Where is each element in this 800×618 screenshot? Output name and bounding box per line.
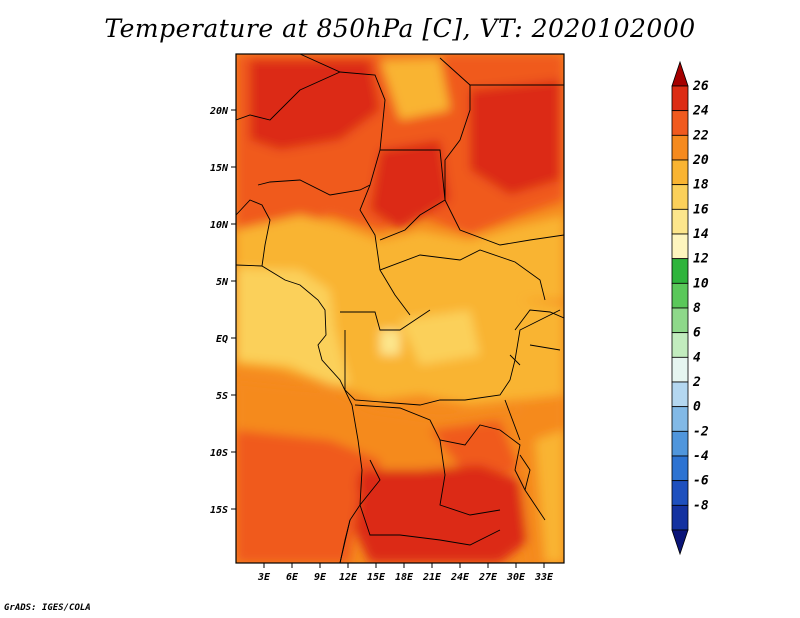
colorbar-label: 8 [693, 301, 701, 316]
lon-label: 21E [422, 572, 442, 583]
colorbar-label: 16 [693, 202, 709, 217]
colorbar-label: 24 [692, 104, 709, 119]
colorbar-segment [671, 184, 689, 210]
colorbar-segment [671, 480, 689, 506]
map-frame [235, 53, 565, 564]
lat-label: 10N [210, 220, 229, 231]
colorbar-segment [671, 282, 689, 309]
lon-label: 6E [286, 572, 299, 583]
colorbar-label: 0 [693, 400, 701, 415]
longitude-labels: 3E 6E 9E 12E 15E 18E 21E 24E 27E 30E 33E [257, 572, 554, 583]
lon-label: 30E [506, 572, 526, 583]
colorbar-segment [671, 307, 689, 334]
colorbar-segment [671, 85, 689, 112]
lat-label: 5N [216, 277, 229, 288]
colorbar-label: -4 [693, 449, 709, 464]
colorbar-label: 14 [693, 227, 709, 242]
colorbar-segment [671, 504, 689, 531]
map-title: Temperature at 850hPa [C], VT: 202010200… [104, 14, 696, 43]
lon-label: 24E [450, 572, 470, 583]
colorbar-segment [671, 332, 689, 358]
lon-label: 18E [395, 572, 414, 583]
colorbar-segment [671, 455, 689, 482]
lon-label: 12E [339, 572, 358, 583]
country-borders [236, 54, 564, 563]
lat-label: 20N [209, 106, 229, 117]
colorbar-segment [671, 134, 689, 161]
lon-label: 33E [534, 572, 554, 583]
colorbar-label: 10 [693, 276, 709, 291]
colorbar-segment [671, 233, 689, 260]
colorbar-label: 12 [693, 252, 709, 267]
colorbar-label: 6 [693, 326, 701, 341]
colorbar-segment [671, 110, 689, 136]
colorbar-min-arrow [671, 529, 689, 556]
credit-text: GrADS: IGES/COLA [4, 603, 91, 613]
colorbar-segment [671, 356, 689, 383]
lon-label: 9E [314, 572, 327, 583]
colorbar-label: 20 [692, 153, 709, 168]
colorbar-label: -8 [693, 498, 709, 513]
colorbar-max-arrow [671, 60, 689, 87]
colorbar-label: -6 [693, 474, 709, 489]
colorbar-label: 4 [693, 350, 701, 365]
colorbar-segment [671, 208, 689, 235]
lat-label: 5S [216, 391, 228, 402]
lon-label: 15E [367, 572, 386, 583]
lat-label: EQ [216, 334, 228, 345]
latitude-ticks [231, 109, 236, 510]
colorbar-segment [671, 159, 689, 186]
longitude-ticks [263, 563, 545, 568]
colorbar-label: 2 [692, 375, 701, 390]
colorbar-label: 18 [693, 178, 709, 193]
colorbar-segment [671, 430, 689, 457]
lon-label: 27E [478, 572, 498, 583]
lat-label: 15S [210, 505, 228, 516]
lon-label: 3E [257, 572, 271, 583]
temperature-field [236, 54, 564, 563]
latitude-labels: 20N 15N 10N 5N EQ 5S 10S 15S [209, 106, 229, 516]
colorbar-label: 22 [692, 128, 709, 143]
colorbar-label: -2 [693, 424, 709, 439]
lat-label: 10S [210, 448, 228, 459]
colorbar-segment [671, 381, 689, 408]
colorbar [671, 60, 689, 556]
lat-label: 15N [210, 163, 229, 174]
colorbar-segment [671, 258, 689, 284]
colorbar-label: 26 [692, 79, 709, 94]
colorbar-segment [671, 406, 689, 432]
